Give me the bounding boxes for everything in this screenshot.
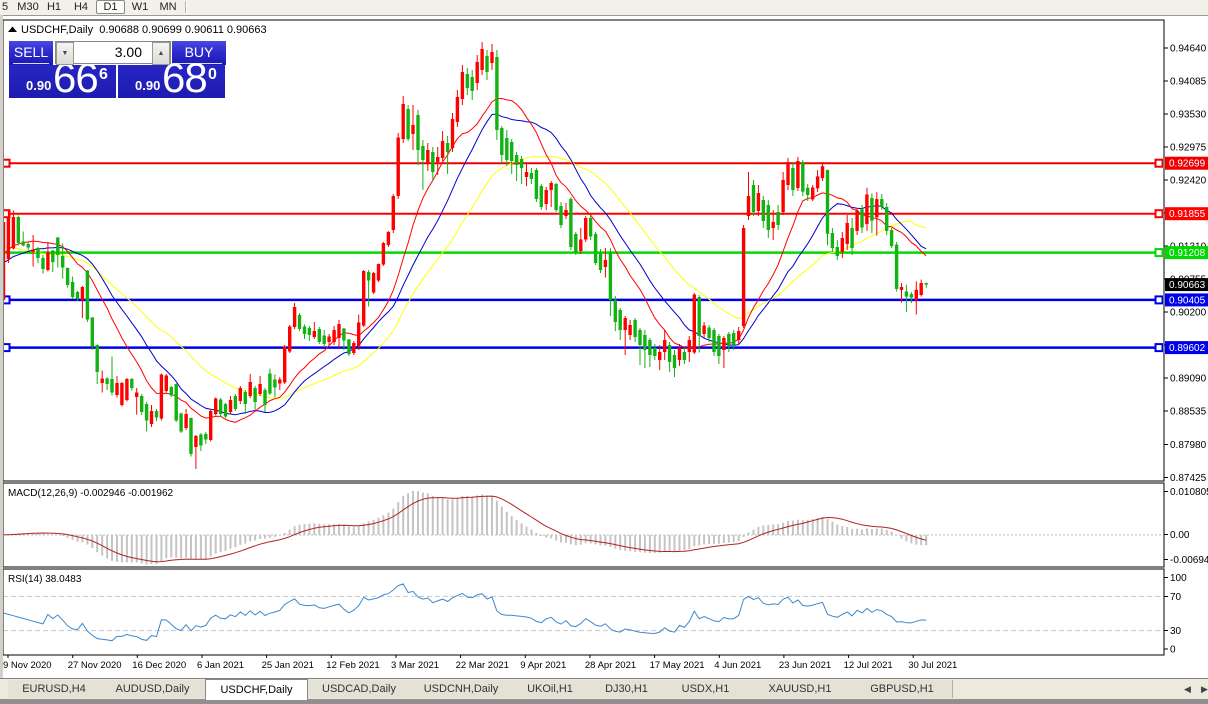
svg-text:0.90405: 0.90405 — [1169, 295, 1206, 306]
svg-text:0.94640: 0.94640 — [1170, 44, 1207, 55]
svg-text:0.91855: 0.91855 — [1169, 209, 1206, 220]
svg-text:27 Nov 2020: 27 Nov 2020 — [68, 660, 122, 671]
svg-text:0.87980: 0.87980 — [1170, 440, 1207, 451]
svg-text:0.010805: 0.010805 — [1170, 487, 1208, 498]
svg-text:0.93530: 0.93530 — [1170, 110, 1207, 121]
svg-text:23 Jun 2021: 23 Jun 2021 — [779, 660, 831, 671]
svg-text:0.89090: 0.89090 — [1170, 374, 1207, 385]
svg-text:9 Nov 2020: 9 Nov 2020 — [3, 660, 52, 671]
svg-text:RSI(14) 38.0483: RSI(14) 38.0483 — [8, 574, 82, 585]
svg-text:3 Mar 2021: 3 Mar 2021 — [391, 660, 439, 671]
svg-text:0.87425: 0.87425 — [1170, 473, 1207, 484]
svg-text:12 Feb 2021: 12 Feb 2021 — [326, 660, 379, 671]
svg-text:0.91208: 0.91208 — [1169, 248, 1206, 259]
svg-text:-0.006948: -0.006948 — [1170, 555, 1208, 566]
svg-text:0.90663: 0.90663 — [1169, 280, 1206, 291]
svg-text:25 Jan 2021: 25 Jan 2021 — [262, 660, 314, 671]
svg-text:30 Jul 2021: 30 Jul 2021 — [908, 660, 957, 671]
svg-text:0.92975: 0.92975 — [1170, 143, 1207, 154]
svg-text:0: 0 — [1170, 644, 1176, 655]
svg-text:9 Apr 2021: 9 Apr 2021 — [520, 660, 566, 671]
svg-text:12 Jul 2021: 12 Jul 2021 — [844, 660, 893, 671]
svg-text:17 May 2021: 17 May 2021 — [650, 660, 705, 671]
svg-text:100: 100 — [1170, 573, 1187, 584]
svg-text:MACD(12,26,9) -0.002946 -0.001: MACD(12,26,9) -0.002946 -0.001962 — [8, 488, 174, 499]
svg-text:22 Mar 2021: 22 Mar 2021 — [456, 660, 509, 671]
svg-text:0.92699: 0.92699 — [1169, 159, 1206, 170]
svg-text:6 Jan 2021: 6 Jan 2021 — [197, 660, 244, 671]
svg-text:0.94085: 0.94085 — [1170, 77, 1207, 88]
svg-text:0.88535: 0.88535 — [1170, 407, 1207, 418]
svg-text:4 Jun 2021: 4 Jun 2021 — [714, 660, 761, 671]
svg-text:28 Apr 2021: 28 Apr 2021 — [585, 660, 636, 671]
svg-text:70: 70 — [1170, 592, 1182, 603]
svg-text:0.89602: 0.89602 — [1169, 343, 1206, 354]
svg-text:30: 30 — [1170, 626, 1182, 637]
svg-text:0.92420: 0.92420 — [1170, 176, 1207, 187]
svg-text:0.00: 0.00 — [1170, 530, 1190, 541]
svg-text:USDCHF,Daily 0.90688 0.90699: USDCHF,Daily 0.90688 0.90699 0.90611 0.9… — [21, 24, 267, 36]
svg-text:0.90200: 0.90200 — [1170, 308, 1207, 319]
svg-text:16 Dec 2020: 16 Dec 2020 — [132, 660, 186, 671]
